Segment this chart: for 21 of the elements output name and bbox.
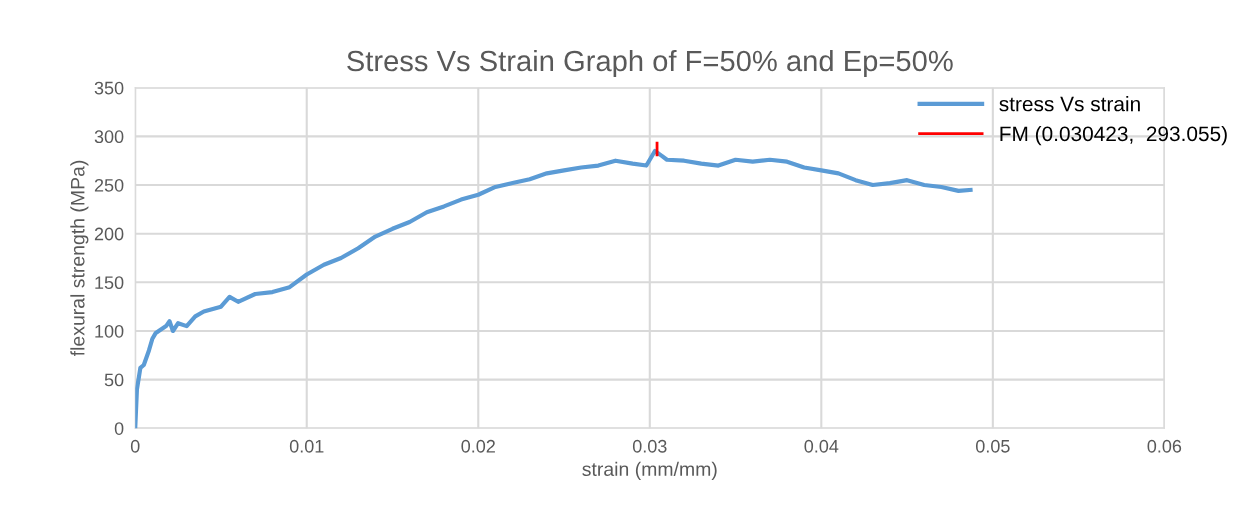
x-tick-label: 0.06: [1147, 439, 1182, 453]
y-tick-label: 100: [95, 324, 124, 338]
legend-label: stress Vs strain: [999, 96, 1140, 112]
x-tick-label: 0.01: [289, 439, 324, 453]
x-axis-title: strain (mm/mm): [582, 461, 717, 480]
x-tick-label: 0.03: [632, 439, 667, 453]
y-axis-title: flexural strength (MPa): [70, 160, 89, 357]
y-tick-label: 350: [94, 81, 124, 95]
chart-title: Stress Vs Strain Graph of F=50% and Ep=50%: [347, 49, 953, 78]
y-tick-label: 250: [94, 178, 124, 192]
x-tick-label: 0: [130, 439, 140, 453]
line-series: [135, 148, 973, 429]
x-tick-label: 0.02: [461, 439, 495, 453]
x-tick-label: 0.05: [975, 439, 1010, 453]
y-tick-label: 200: [94, 227, 124, 241]
y-tick-label: 0: [114, 422, 124, 435]
y-tick-label: 50: [104, 373, 124, 387]
y-tick-label: 300: [94, 130, 124, 144]
x-tick-label: 0.04: [804, 439, 839, 453]
y-tick-label: 150: [95, 276, 124, 290]
legend-label: FM (0.030423, 293.055): [1000, 125, 1227, 146]
